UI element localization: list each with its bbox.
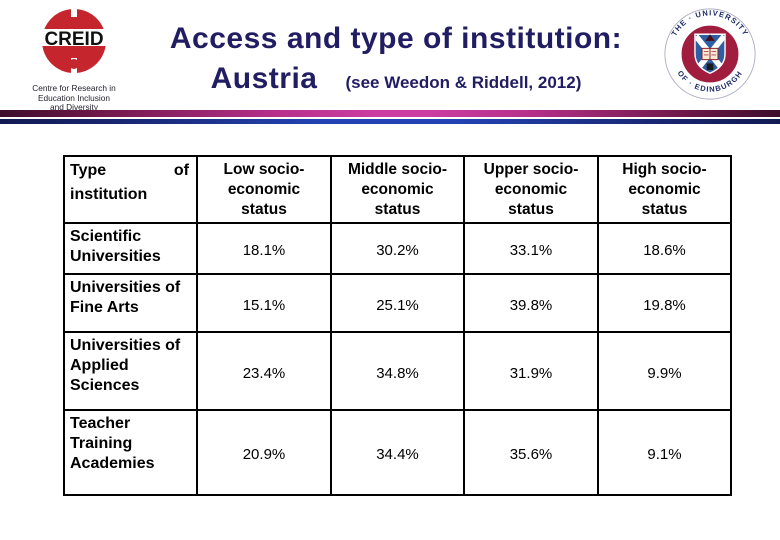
value-cell: 30.2%	[330, 222, 465, 275]
value-cell: 19.8%	[597, 273, 732, 333]
value-cell: 18.1%	[196, 222, 332, 275]
institution-cell: Scientific Universities	[63, 222, 198, 275]
header-word: institution	[70, 186, 148, 203]
divider-bar-pink	[0, 110, 780, 117]
column-header-middle-ses: Middle socio- economic status	[330, 155, 465, 224]
value-cell: 9.9%	[597, 331, 732, 411]
table-row: Teacher Training Academies 20.9% 34.4% 3…	[63, 409, 732, 496]
value-cell: 33.1%	[463, 222, 599, 275]
header-word: of	[173, 162, 189, 179]
institution-cell: Teacher Training Academies	[63, 409, 198, 496]
table-row: Universities of Applied Sciences 23.4% 3…	[63, 331, 732, 411]
title-citation: (see Weedon & Riddell, 2012)	[345, 73, 582, 92]
institution-cell: Universities of Applied Sciences	[63, 331, 198, 411]
creid-caption-line: Centre for Research in	[32, 83, 116, 93]
title-line-1: Access and type of institution:	[169, 22, 623, 55]
value-cell: 31.9%	[463, 331, 599, 411]
value-cell: 34.8%	[330, 331, 465, 411]
value-cell: 18.6%	[597, 222, 732, 275]
title-subject: Austria	[210, 62, 318, 95]
title-line-2: Austria (see Weedon & Riddell, 2012)	[118, 62, 674, 96]
table-row: Universities of Fine Arts 15.1% 25.1% 39…	[63, 273, 732, 333]
value-cell: 39.8%	[463, 273, 599, 333]
value-cell: 20.9%	[196, 409, 332, 496]
table-header-row: Type of institution Low socio- economic …	[63, 155, 732, 224]
results-table: Type of institution Low socio- economic …	[63, 155, 732, 496]
creid-caption: Centre for Research in Education Inclusi…	[26, 83, 122, 113]
value-cell: 25.1%	[330, 273, 465, 333]
creid-caption-line: and Diversity	[50, 102, 98, 112]
value-cell: 23.4%	[196, 331, 332, 411]
divider-bar-blue	[0, 119, 780, 124]
value-cell: 9.1%	[597, 409, 732, 496]
column-header-institution: Type of institution	[63, 155, 198, 224]
value-cell: 35.6%	[463, 409, 599, 496]
value-cell: 34.4%	[330, 409, 465, 496]
edinburgh-crest-icon: THE · UNIVERSITY OF · EDINBURGH	[664, 8, 756, 100]
institution-cell: Universities of Fine Arts	[63, 273, 198, 333]
header-word: Type	[70, 162, 107, 179]
column-header-high-ses: High socio- economic status	[597, 155, 732, 224]
column-header-low-ses: Low socio- economic status	[196, 155, 332, 224]
creid-logo: CREID Centre for Research in Education I…	[26, 6, 122, 113]
table-row: Scientific Universities 18.1% 30.2% 33.1…	[63, 222, 732, 275]
creid-acronym: CREID	[44, 29, 103, 50]
column-header-upper-ses: Upper socio- economic status	[463, 155, 599, 224]
value-cell: 15.1%	[196, 273, 332, 333]
creid-caption-line: Education Inclusion	[38, 92, 110, 103]
creid-logo-icon: CREID	[35, 6, 113, 78]
slide-title: Access and type of institution: Austria …	[118, 20, 674, 96]
